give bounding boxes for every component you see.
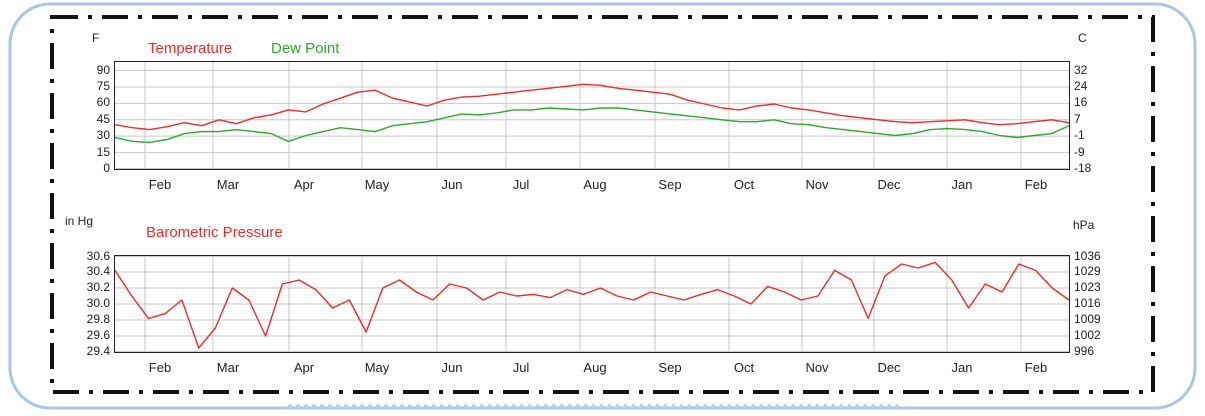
series-line-dew-point [115, 107, 1069, 144]
y-tick-left: 15 [96, 144, 110, 159]
x-tick-month: Feb [148, 177, 172, 192]
x-tick-month: Dec [877, 360, 901, 375]
y-tick-right: -9 [1074, 144, 1085, 159]
x-tick-month: Jul [512, 360, 530, 375]
y-tick-right: 7 [1074, 111, 1081, 126]
y-tick-right: 1029 [1074, 264, 1101, 278]
series-label-pressure: Barometric Pressure [146, 224, 283, 241]
x-tick-month: Apr [293, 360, 315, 375]
y-tick-left: 0 [103, 160, 110, 175]
y-tick-left: 30.4 [86, 264, 110, 278]
x-tick-month: Jan [951, 177, 973, 192]
x-tick-month: Feb [1024, 177, 1048, 192]
left-unit-label: in Hg [65, 214, 94, 228]
x-tick-month: May [364, 360, 390, 375]
y-tick-right: 1023 [1074, 280, 1101, 294]
x-tick-month: Nov [805, 360, 829, 375]
y-tick-right: 1002 [1074, 328, 1101, 342]
x-tick-month: Mar [216, 177, 240, 192]
x-tick-month: Feb [1024, 360, 1048, 375]
right-unit-label: hPa [1073, 218, 1095, 232]
y-tick-left: 29.4 [86, 343, 110, 358]
x-tick-month: Jun [441, 360, 463, 375]
x-tick-month: Oct [733, 360, 755, 375]
y-tick-right: 1036 [1074, 248, 1101, 263]
x-tick-month: Jul [512, 177, 530, 192]
x-tick-month: Feb [148, 360, 172, 375]
y-tick-right: -1 [1074, 128, 1085, 143]
y-tick-right: -18 [1074, 160, 1092, 175]
y-tick-right: 996 [1074, 343, 1095, 358]
x-tick-month: Oct [733, 177, 755, 192]
series-label-dew-point: Dew Point [271, 40, 340, 57]
bottom-dotted-accent [288, 404, 900, 408]
x-tick-month: Mar [216, 360, 240, 375]
y-tick-left: 90 [96, 62, 110, 77]
x-tick-month: Sep [658, 177, 682, 192]
y-tick-left: 60 [96, 95, 110, 110]
y-tick-left: 75 [96, 78, 110, 93]
x-tick-month: Dec [877, 177, 901, 192]
y-tick-left: 30.0 [86, 296, 110, 310]
y-tick-right: 1009 [1074, 312, 1101, 326]
y-tick-left: 30.6 [86, 248, 110, 263]
series-label-temperature: Temperature [148, 40, 233, 57]
series-line-temperature [115, 83, 1069, 131]
x-tick-month: Jan [951, 360, 973, 375]
y-tick-right: 16 [1074, 95, 1088, 110]
y-tick-left: 29.8 [86, 312, 110, 326]
right-unit-label: C [1078, 31, 1087, 45]
rounded-border [8, 2, 1197, 410]
series-line-barometric-pressure [115, 261, 1069, 349]
y-tick-right: 1016 [1074, 296, 1101, 310]
pressure-plot [114, 255, 1070, 353]
x-tick-month: May [364, 177, 390, 192]
x-tick-month: Aug [583, 177, 607, 192]
temperature-plot [114, 61, 1070, 170]
y-tick-left: 30.2 [86, 280, 110, 294]
y-tick-left: 45 [96, 111, 110, 126]
y-tick-left: 29.6 [86, 328, 110, 342]
x-tick-month: Jun [441, 177, 463, 192]
left-unit-label: F [92, 31, 100, 45]
y-tick-left: 30 [96, 128, 110, 143]
x-tick-month: Aug [583, 360, 607, 375]
x-tick-month: Sep [658, 360, 682, 375]
pressure-plot-svg [115, 256, 1069, 352]
dash-dot-border [50, 15, 1155, 394]
x-tick-month: Apr [293, 177, 315, 192]
y-tick-right: 24 [1074, 78, 1088, 93]
y-tick-right: 32 [1074, 62, 1088, 77]
x-tick-month: Nov [805, 177, 829, 192]
temperature-plot-svg [115, 62, 1069, 169]
